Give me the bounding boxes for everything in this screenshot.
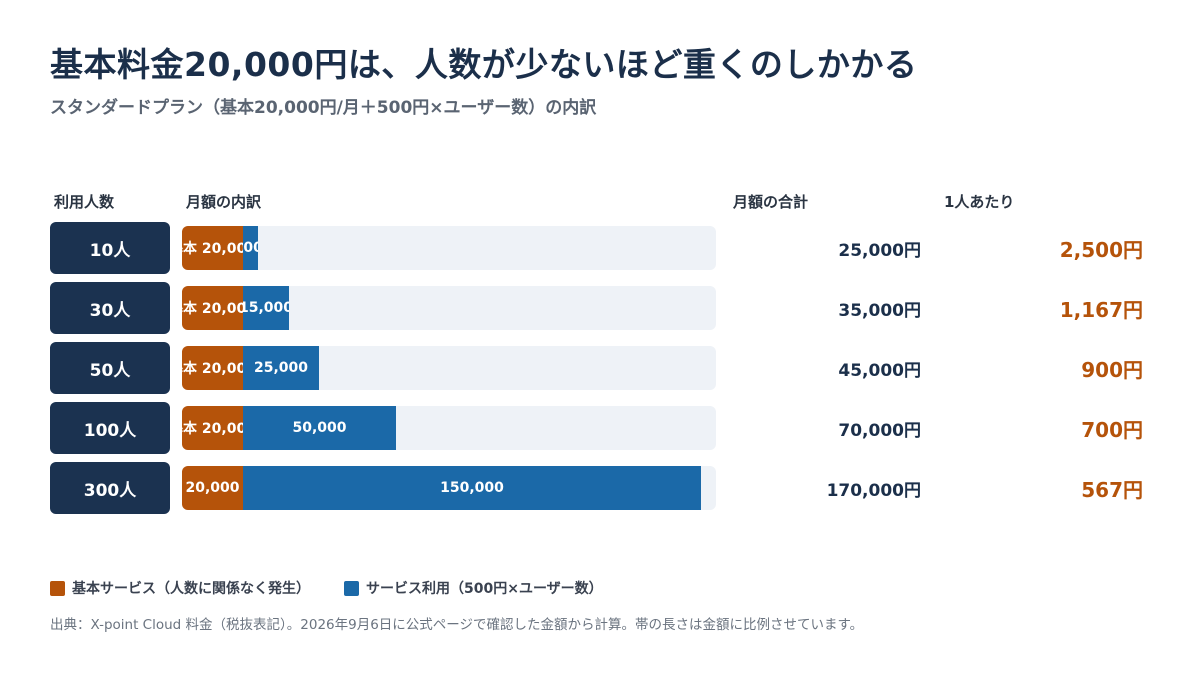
source-note: 出典：X-point Cloud 料金（税抜表記）。2026年9月6日に公式ペー… (50, 617, 864, 633)
legend-label-base: 基本サービス（人数に関係なく発生） (72, 581, 310, 597)
per-user-cost: 1,167円 (1059, 297, 1143, 322)
bar-segment-service: 50,000 (243, 406, 396, 450)
per-user-cost: 700円 (1081, 417, 1143, 442)
header-per-user: 1人あたり (944, 193, 1015, 211)
legend: 基本サービス（人数に関係なく発生） サービス利用（500円×ユーザー数） (50, 578, 637, 598)
bar-segment-base: 基本 20,000 (182, 346, 243, 390)
monthly-total: 25,000円 (838, 240, 921, 261)
users-badge: 10人 (50, 222, 170, 274)
chart-subtitle: スタンダードプラン（基本20,000円/月＋500円×ユーザー数）の内訳 (50, 98, 597, 118)
users-badge: 100人 (50, 402, 170, 454)
header-total: 月額の合計 (733, 193, 809, 211)
per-user-cost: 900円 (1081, 357, 1143, 382)
bar-segment-base: 20,000 (182, 466, 243, 510)
users-badge: 300人 (50, 462, 170, 514)
header-breakdown: 月額の内訳 (186, 193, 262, 211)
users-badge: 50人 (50, 342, 170, 394)
bar-segment-service: 25,000 (243, 346, 319, 390)
bar-segment-base: 基本 20,000 (182, 286, 243, 330)
monthly-total: 35,000円 (838, 300, 921, 321)
bar-segment-service: 150,000 (243, 466, 701, 510)
bar-segment-service: 5,000 (243, 226, 258, 270)
legend-label-service: サービス利用（500円×ユーザー数） (366, 581, 603, 597)
per-user-cost: 567円 (1081, 477, 1143, 502)
chart-title: 基本料金20,000円は、人数が少ないほど重くのしかかる (50, 45, 918, 84)
header-users: 利用人数 (54, 193, 115, 211)
chart-row: 100人基本 20,00050,000 70,000円 700円 (0, 402, 1200, 454)
legend-item-service: サービス利用（500円×ユーザー数） (344, 578, 603, 598)
bar-segment-base: 基本 20,000 (182, 226, 243, 270)
legend-swatch-base (50, 580, 65, 596)
monthly-total: 45,000円 (838, 360, 921, 381)
monthly-total: 170,000円 (826, 480, 921, 501)
legend-item-base: 基本サービス（人数に関係なく発生） (50, 578, 310, 598)
users-badge: 30人 (50, 282, 170, 334)
bar-track: 20,000 150,000 (182, 466, 716, 510)
legend-swatch-service (344, 580, 359, 596)
bar-segment-service: 15,000 (243, 286, 289, 330)
chart-row: 10人基本 20,0005,000 25,000円 2,500円 (0, 222, 1200, 274)
bar-segment-base: 基本 20,000 (182, 406, 243, 450)
bar-track: 基本 20,0005,000 (182, 226, 716, 270)
bar-track: 基本 20,00050,000 (182, 406, 716, 450)
monthly-total: 70,000円 (838, 420, 921, 441)
chart-row: 300人 20,000 150,000 170,000円 567円 (0, 462, 1200, 514)
per-user-cost: 2,500円 (1059, 237, 1143, 262)
